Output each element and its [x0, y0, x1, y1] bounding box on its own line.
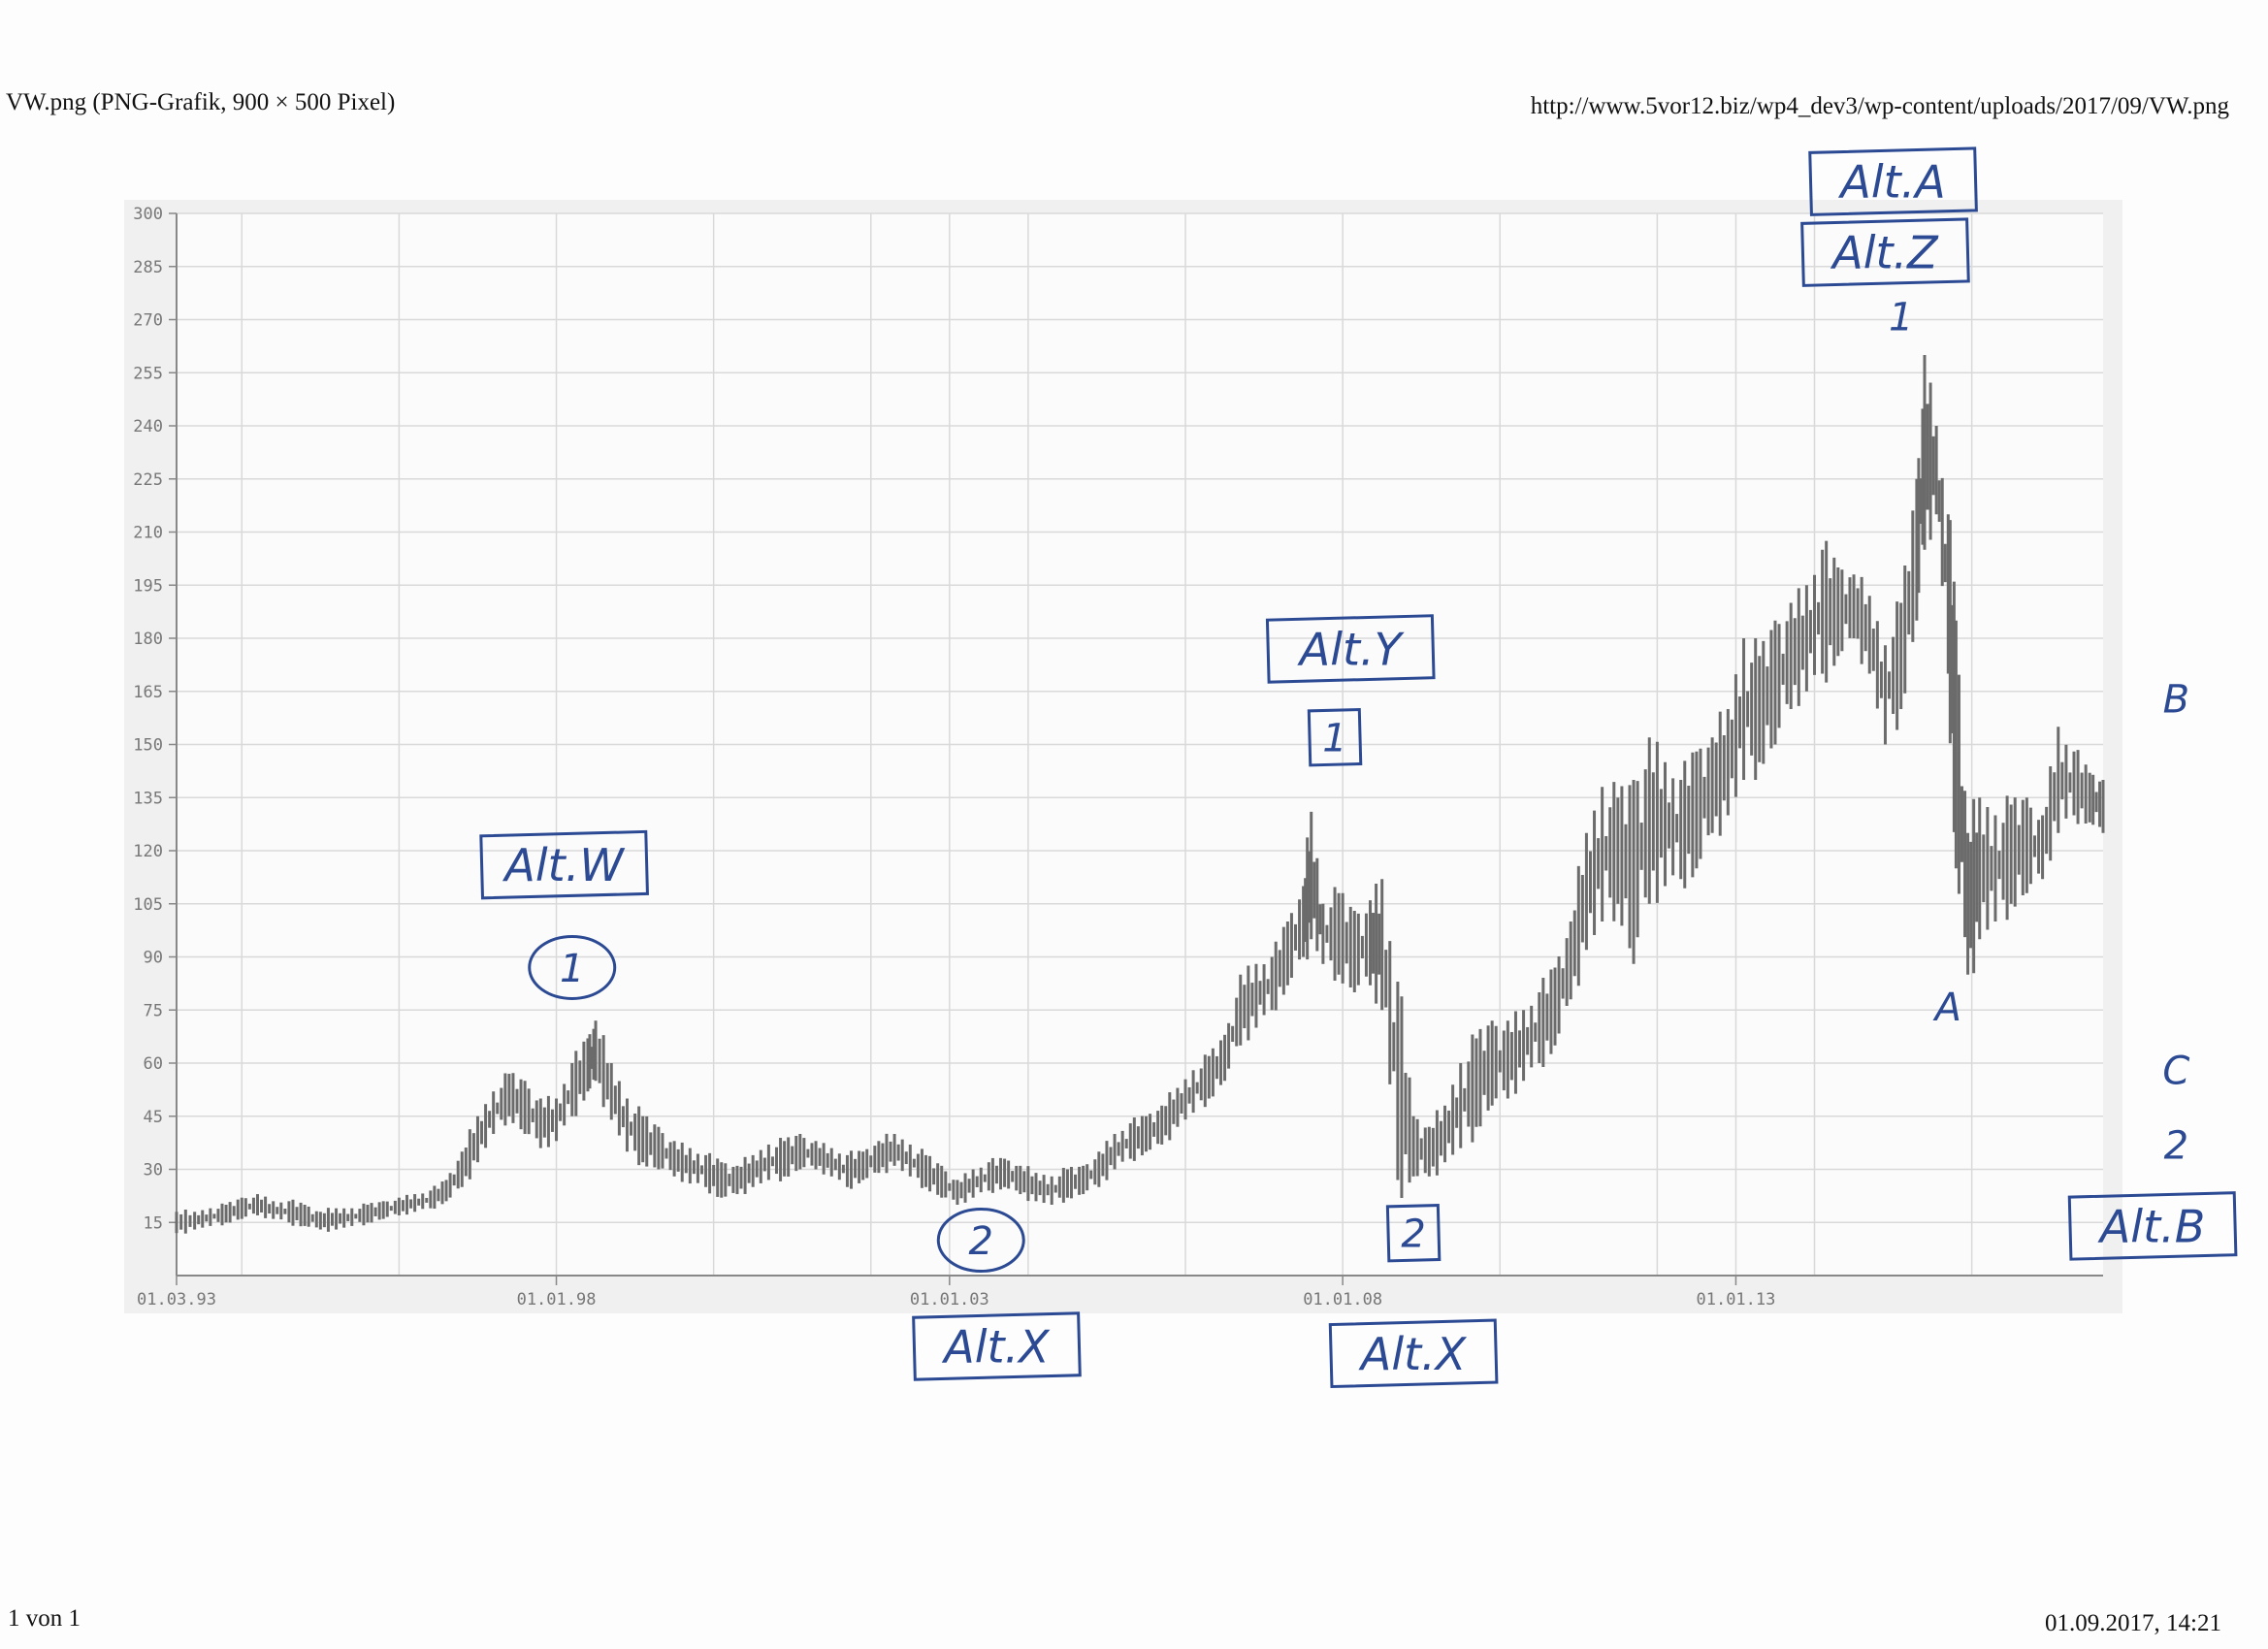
- y-tick-label: 255: [133, 364, 163, 383]
- handwritten-annotation: 2: [1401, 1212, 1425, 1257]
- x-tick-label: 01.01.98: [517, 1290, 597, 1310]
- y-tick-label: 285: [133, 258, 163, 277]
- y-tick-label: 45: [144, 1108, 163, 1127]
- handwritten-box: [479, 829, 649, 900]
- handwritten-annotation: Alt.W: [502, 839, 625, 891]
- handwritten-circle: [936, 1208, 1025, 1273]
- handwritten-annotation: B: [2163, 677, 2189, 722]
- y-tick-label: 90: [144, 949, 163, 968]
- handwritten-annotation: 1: [1322, 717, 1346, 761]
- y-tick-label: 165: [133, 683, 163, 702]
- y-tick-label: 225: [133, 470, 163, 490]
- x-tick-label: 01.01.03: [910, 1290, 989, 1310]
- handwritten-box: [1800, 217, 1970, 287]
- handwritten-annotation: 2: [969, 1219, 993, 1264]
- y-tick-label: 15: [144, 1213, 163, 1233]
- handwritten-box: [1328, 1318, 1499, 1389]
- y-tick-label: 195: [133, 576, 163, 596]
- y-tick-label: 120: [133, 842, 163, 861]
- page-url: http://www.5vor12.biz/wp4_dev3/wp-conten…: [1530, 93, 2229, 119]
- handwritten-annotation: A: [1932, 986, 1961, 1030]
- handwritten-annotation: Alt.A: [1837, 156, 1945, 209]
- handwritten-annotation: 2: [2164, 1123, 2188, 1168]
- handwritten-annotation: Alt.X: [1358, 1328, 1468, 1380]
- page-footer-count: 1 von 1: [8, 1605, 81, 1632]
- y-tick-label: 30: [144, 1161, 163, 1180]
- handwritten-annotation: Alt.B: [2097, 1200, 2205, 1252]
- handwritten-circle: [528, 934, 617, 1000]
- handwritten-annotation: 1: [1889, 295, 1913, 340]
- y-tick-label: 240: [133, 417, 163, 436]
- x-tick-label: 01.01.08: [1303, 1290, 1382, 1310]
- page-title: VW.png (PNG-Grafik, 900 × 500 Pixel): [6, 89, 396, 115]
- handwritten-box: [1265, 614, 1436, 684]
- x-tick-label: 01.01.13: [1696, 1290, 1775, 1310]
- y-tick-label: 105: [133, 895, 163, 915]
- y-tick-label: 135: [133, 789, 163, 808]
- handwritten-box: [1808, 146, 1978, 216]
- x-tick-label: 01.03.93: [137, 1290, 216, 1310]
- handwritten-box: [1307, 707, 1363, 767]
- y-tick-label: 270: [133, 311, 163, 331]
- y-tick-label: 180: [133, 630, 163, 649]
- handwritten-annotation: 1: [560, 947, 584, 991]
- handwritten-box: [1385, 1203, 1442, 1263]
- handwritten-annotation: C: [2162, 1050, 2189, 1094]
- handwritten-annotation: Alt.Z: [1830, 227, 1939, 279]
- y-tick-label: 210: [133, 524, 163, 543]
- handwritten-annotation: Alt.Y: [1297, 624, 1406, 676]
- page-footer-datetime: 01.09.2017, 14:21: [2045, 1610, 2221, 1636]
- y-tick-label: 75: [144, 1001, 163, 1020]
- y-tick-label: 60: [144, 1054, 163, 1074]
- y-tick-label: 300: [133, 205, 163, 224]
- y-tick-label: 150: [133, 736, 163, 756]
- handwritten-box: [912, 1311, 1082, 1381]
- handwritten-box: [2067, 1191, 2238, 1261]
- handwritten-annotation: Alt.X: [941, 1321, 1051, 1374]
